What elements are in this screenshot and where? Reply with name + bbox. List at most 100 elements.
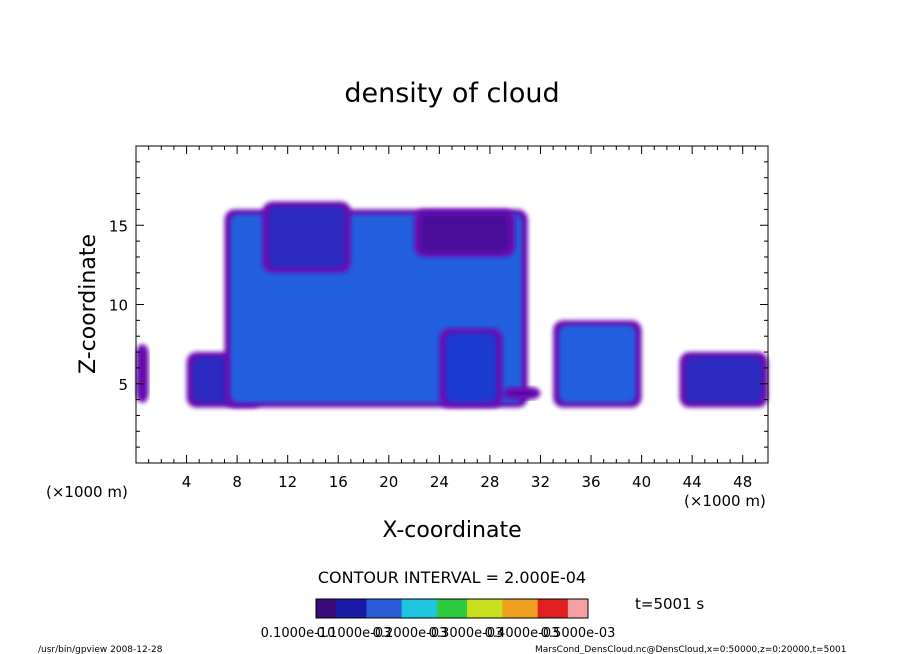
colorbar-swatch [567,599,574,618]
colorbar-swatch [497,599,503,618]
cloud-region [679,352,768,408]
x-tick-label: 12 [278,473,297,491]
colorbar-swatch [557,599,564,618]
colorbar-swatch [331,599,337,618]
colorbar-swatch [411,599,418,618]
x-unit-label: (×1000 m) [684,492,766,510]
x-tick-label: 32 [531,473,550,491]
x-tick-label: 8 [232,473,242,491]
footer-right: MarsCond_DensCloud.nc@DensCloud,x=0:5000… [535,645,847,654]
colorbar-swatch [366,599,372,618]
y-tick-label: 5 [118,376,128,394]
colorbar-swatch [507,599,513,618]
colorbar-swatch [527,599,534,618]
cloud-region [262,201,351,273]
cloud-inner [559,325,636,403]
colorbar-swatch [502,599,508,618]
colorbar-swatch [572,599,579,618]
colorbar-swatch [406,599,413,618]
colorbar-swatch [582,599,589,618]
colorbar-tick-label: 0.3000e-03 [429,626,504,641]
cloud-inner [508,391,535,395]
cloud-inner [142,349,143,398]
cloud-inner [685,357,762,403]
y-unit-label: (×1000 m) [46,483,128,501]
chart-title: density of cloud [344,78,559,109]
colorbar-swatch [431,599,438,618]
time-label: t=5001 s [635,595,704,613]
cloud-region [136,344,149,403]
x-axis-label: X-coordinate [382,518,521,543]
y-tick-label: 10 [109,297,128,315]
colorbar-swatch [542,599,549,618]
colorbar-swatch [441,599,448,618]
y-axis-label: Z-coordinate [76,234,101,374]
colorbar-swatch [326,599,332,618]
x-tick-label: 20 [379,473,398,491]
x-tick-label: 16 [329,473,348,491]
colorbar-swatch [482,599,488,618]
x-tick-label: 36 [581,473,600,491]
cloud-inner [268,206,345,268]
x-tick-label: 44 [683,473,702,491]
colorbar-swatch [512,599,518,618]
y-tick-labels: 5 10 15 [109,217,128,394]
colorbar-swatch [436,599,443,618]
x-tick-labels: 4 8 12 16 20 24 28 32 36 40 44 48 [182,473,752,491]
colorbar-swatch [522,599,529,618]
x-tick-label: 24 [430,473,449,491]
cloud-region [439,328,503,408]
x-tick-label: 40 [632,473,651,491]
colorbar-tick-label: 0.1000e-10 [261,626,336,641]
colorbar-swatch [517,599,524,618]
cloud-inner [445,333,497,403]
contour-interval: CONTOUR INTERVAL = 2.000E-04 [318,568,586,587]
colorbar-swatch [316,599,322,618]
colorbar-labels: 0.1000e-100.1000e-030.2000e-030.3000e-03… [261,626,616,641]
x-tick-label: 28 [480,473,499,491]
colorbar-swatch [396,599,403,618]
colorbar-swatch [487,599,493,618]
colorbar-swatch [346,599,352,618]
cloud-field [136,201,768,408]
colorbar-swatch [356,599,362,618]
colorbar-swatch [562,599,569,618]
colorbar-swatch [391,599,398,618]
colorbar-swatch [446,599,453,618]
colorbar-swatch [537,599,544,618]
colorbar-swatch [376,599,382,618]
cloud-region [553,320,642,408]
colorbar-swatch [321,599,327,618]
colorbar-swatch [336,599,342,618]
colorbar-swatch [552,599,559,618]
colorbar-swatch [472,599,478,618]
colorbar-swatch [371,599,377,618]
colorbar-swatch [386,599,393,618]
colorbar-swatch [532,599,539,618]
cloud-region [502,386,541,400]
x-tick-label: 4 [182,473,192,491]
colorbar-tick-label: 0.5000e-03 [541,626,616,641]
colorbar-swatch [416,599,423,618]
axis-ticks [136,146,768,463]
colorbar-swatch [467,599,473,618]
x-tick-label: 48 [733,473,752,491]
colorbar [316,599,589,618]
colorbar-frame [315,598,589,619]
cloud-region [414,209,516,257]
colorbar-swatch [492,599,498,618]
cloud-inner [420,214,510,252]
colorbar-tick-label: 0.1000e-03 [317,626,392,641]
colorbar-swatch [341,599,347,618]
colorbar-swatch [381,599,388,618]
footer-left: /usr/bin/gpview 2008-12-28 [38,645,163,654]
colorbar-swatch [421,599,428,618]
colorbar-swatch [452,599,458,618]
colorbar-tick-label: 0.4000e-03 [485,626,560,641]
y-tick-label: 15 [109,217,128,235]
colorbar-tick-label: 0.2000e-03 [373,626,448,641]
colorbar-swatch [361,599,367,618]
colorbar-swatch [477,599,483,618]
colorbar-swatch [457,599,463,618]
